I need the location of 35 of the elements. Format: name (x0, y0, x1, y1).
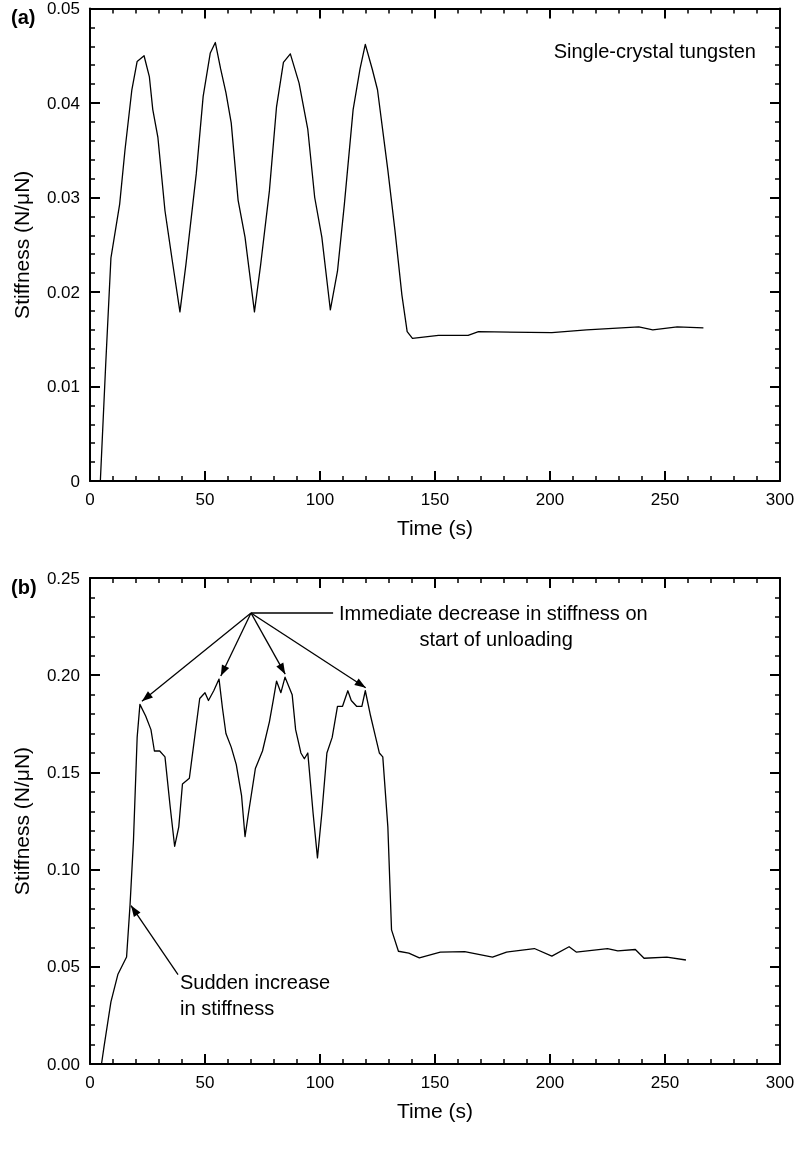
x-tick-label: 250 (650, 490, 680, 509)
annotation: Single-crystal tungsten (553, 39, 756, 62)
chart-title: (b) (11, 576, 37, 598)
x-tick-label: 50 (195, 1073, 215, 1092)
y-axis-title: Stiffness (N/μN) (10, 170, 33, 319)
y-tick-label: 0.00 (46, 1054, 80, 1074)
y-tick-label: 0.02 (46, 282, 80, 302)
x-tick-label: 200 (535, 1073, 565, 1092)
y-tick-label: 0.05 (46, 957, 80, 977)
x-tick-label: 100 (305, 1073, 335, 1092)
y-tick-label: 0 (70, 471, 80, 491)
y-tick-label: 0.25 (46, 568, 80, 588)
y-tick-label: 0.05 (46, 0, 80, 18)
y-tick-label: 0.04 (46, 93, 80, 113)
x-tick-label: 150 (420, 490, 450, 509)
x-tick-label: 0 (85, 1073, 95, 1092)
chart-title: (a) (11, 6, 36, 28)
x-axis-title: Time (s) (396, 516, 474, 539)
x-tick-label: 150 (420, 1073, 450, 1092)
x-axis-title: Time (s) (396, 1099, 474, 1122)
annotation: Sudden increase in stiffness (180, 970, 336, 1019)
x-tick-label: 0 (85, 490, 95, 509)
y-tick-label: 0.20 (46, 665, 80, 685)
x-tick-label: 100 (305, 490, 335, 509)
x-tick-label: 300 (765, 490, 795, 509)
x-tick-label: 50 (195, 490, 215, 509)
x-tick-label: 250 (650, 1073, 680, 1092)
y-tick-label: 0.01 (46, 377, 80, 396)
x-tick-label: 300 (765, 1073, 795, 1092)
y-axis-title: Stiffness (N/μN) (10, 746, 33, 896)
y-tick-label: 0.15 (46, 762, 80, 782)
annotation: Immediate decrease in stiffness on start of unloading (338, 601, 654, 650)
y-tick-label: 0.03 (46, 188, 80, 207)
y-tick-label: 0.10 (46, 860, 80, 880)
x-tick-label: 200 (535, 490, 565, 509)
